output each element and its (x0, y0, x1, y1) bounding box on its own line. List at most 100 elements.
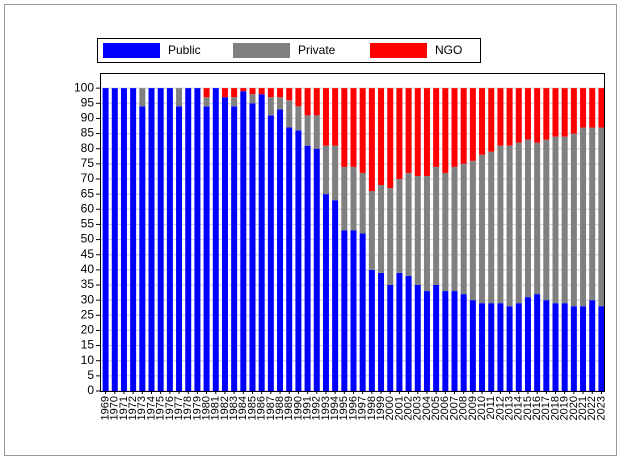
bar-segment (479, 88, 486, 155)
bar-segment (543, 88, 550, 140)
bar-segment (304, 88, 311, 116)
y-tick-label: 65 (81, 186, 95, 200)
x-tick-label: 2005 (430, 396, 442, 420)
bar-segment (322, 145, 329, 195)
x-tick-label: 2006 (439, 396, 451, 420)
x-tick-label: 1990 (292, 396, 304, 420)
y-tick-label: 50 (81, 232, 95, 246)
bar-segment (341, 166, 348, 231)
bar-segment (166, 88, 173, 392)
bar-segment (378, 185, 385, 273)
bar-segment (497, 303, 504, 391)
x-tick-label: 1970 (109, 396, 121, 420)
legend-label: Private (298, 43, 336, 57)
bar-segment (120, 88, 127, 392)
x-tick-label: 1975 (155, 396, 167, 420)
x-tick-label: 1985 (246, 396, 258, 420)
bar-segment (185, 88, 192, 392)
x-tick-label: 2002 (402, 396, 414, 420)
legend-label: NGO (435, 43, 462, 57)
bar-segment (524, 88, 531, 140)
x-tick-label: 1988 (274, 396, 286, 420)
bar-segment (543, 139, 550, 301)
bar-segment (451, 166, 458, 292)
bar-segment (580, 127, 587, 307)
bar-segment (304, 145, 311, 391)
bar-segment (139, 88, 146, 107)
bar-segment (552, 88, 559, 137)
bar-segment (570, 133, 577, 307)
y-tick-label: 85 (81, 126, 95, 140)
y-tick-label: 60 (81, 201, 95, 215)
bar-segment (451, 291, 458, 391)
x-tick-label: 1971 (118, 396, 130, 420)
bar-segment (506, 88, 513, 146)
x-tick-label: 1996 (347, 396, 359, 420)
bar-segment (405, 88, 412, 173)
x-tick-label: 1992 (311, 396, 323, 420)
x-tick-label: 2017 (540, 396, 552, 420)
bar-segment (469, 88, 476, 161)
bar-segment (460, 88, 467, 164)
y-tick-label: 75 (81, 156, 95, 170)
bar-segment (157, 88, 164, 392)
bar-segment (580, 88, 587, 128)
bar-segment (332, 88, 339, 146)
bar-segment (277, 88, 284, 98)
legend-swatch (233, 43, 290, 58)
bar-segment (350, 88, 357, 167)
bar-segment (267, 97, 274, 116)
bar-segment (359, 88, 366, 173)
x-tick-label: 1969 (99, 396, 111, 420)
x-tick-label: 2021 (577, 396, 589, 420)
bar-segment (295, 106, 302, 131)
legend-label: Public (168, 43, 201, 57)
plot-frame (100, 73, 605, 392)
bar-segment (396, 272, 403, 391)
legend-swatch (370, 43, 427, 58)
bar-segment (286, 127, 293, 391)
x-tick-label: 2001 (393, 396, 405, 420)
bar-segment (277, 109, 284, 391)
x-tick-label: 1977 (173, 396, 185, 420)
bar-segment (387, 88, 394, 189)
bar-segment (497, 145, 504, 304)
legend-swatch (103, 43, 160, 58)
bar-segment (451, 88, 458, 167)
bar-segment (341, 230, 348, 391)
bar-segment (359, 233, 366, 391)
x-tick-label: 2014 (513, 396, 525, 420)
bar-segment (231, 106, 238, 392)
bar-segment (442, 172, 449, 292)
x-tick-label: 1999 (375, 396, 387, 420)
bar-segment (414, 285, 421, 391)
y-tick-label: 10 (81, 353, 95, 367)
bar-segment (322, 194, 329, 391)
y-tick-label: 0 (87, 383, 94, 397)
bar-segment (460, 163, 467, 295)
bar-segment (111, 88, 118, 392)
x-tick-label: 2020 (568, 396, 580, 420)
bar-segment (515, 88, 522, 143)
bar-segment (102, 88, 109, 392)
bar-segment (506, 306, 513, 391)
bar-segment (231, 88, 238, 98)
bar-segment (469, 300, 476, 391)
bar-segment (258, 88, 265, 95)
bar-segment (423, 291, 430, 391)
bar-segment (589, 127, 596, 301)
bar-segment (479, 154, 486, 304)
bar-segment (221, 97, 228, 391)
x-tick-label: 1987 (265, 396, 277, 420)
bar-segment (286, 100, 293, 128)
y-tick-label: 30 (81, 292, 95, 306)
bar-segment (552, 136, 559, 304)
bar-segment (332, 145, 339, 201)
y-tick-label: 15 (81, 338, 95, 352)
bar-segment (130, 88, 137, 392)
bar-segment (580, 306, 587, 391)
bar-segment (350, 230, 357, 391)
bar-segment (203, 106, 210, 392)
bar-segment (589, 300, 596, 391)
